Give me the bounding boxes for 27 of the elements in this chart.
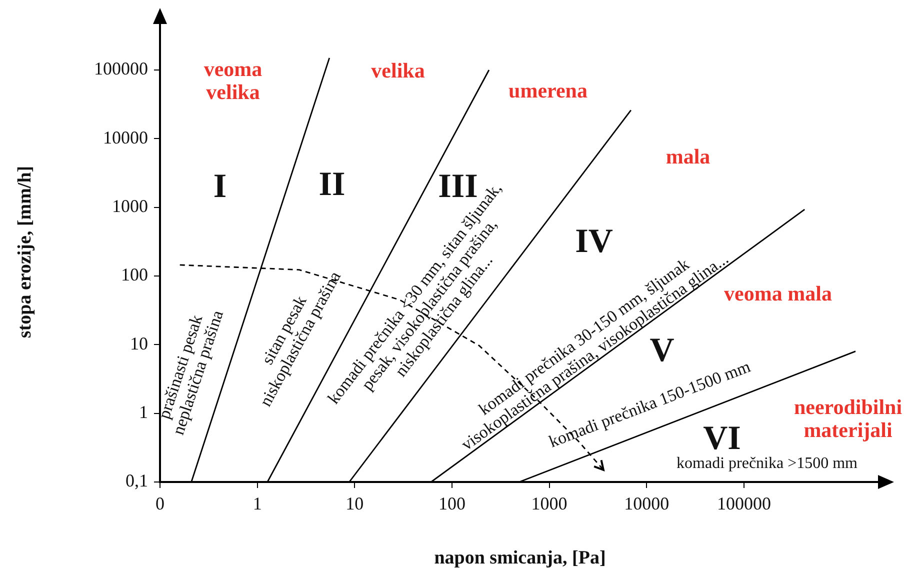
annotation: mala (666, 144, 711, 168)
annotation: veoma mala (724, 281, 832, 306)
x-tick-label: 10000 (624, 494, 670, 514)
annotation: IV (575, 222, 614, 260)
annotation: I (213, 168, 227, 205)
y-axis-title: stopa erozije, [mm/h] (14, 166, 36, 338)
y-tick-label: 1 (139, 402, 148, 422)
x-tick-label: 100000 (716, 494, 771, 514)
y-tick-label: 0,1 (126, 470, 148, 491)
y-tick-label: 100000 (94, 58, 148, 79)
x-tick-label: 10 (346, 494, 364, 514)
x-tick-label: 0 (156, 494, 164, 514)
y-tick-label: 10 (130, 333, 148, 354)
x-tick-label: 1 (252, 494, 262, 514)
annotation: VI (703, 420, 741, 457)
annotation: veoma velika (204, 57, 263, 104)
annotation: II (318, 166, 346, 203)
x-tick-label: 1000 (531, 494, 568, 514)
y-tick-label: 1000 (112, 196, 148, 216)
y-tick-label: 100 (121, 264, 148, 285)
annotation: komadi prečnika >1500 mm (676, 455, 858, 472)
x-axis-title: napon smicanja, [Pa] (434, 548, 606, 569)
annotation: neerodibilni materijali (794, 395, 902, 442)
y-tick-label: 10000 (103, 127, 148, 148)
annotation: umerena (508, 78, 588, 102)
x-tick-label: 100 (438, 494, 466, 514)
annotation: velika (371, 58, 426, 82)
